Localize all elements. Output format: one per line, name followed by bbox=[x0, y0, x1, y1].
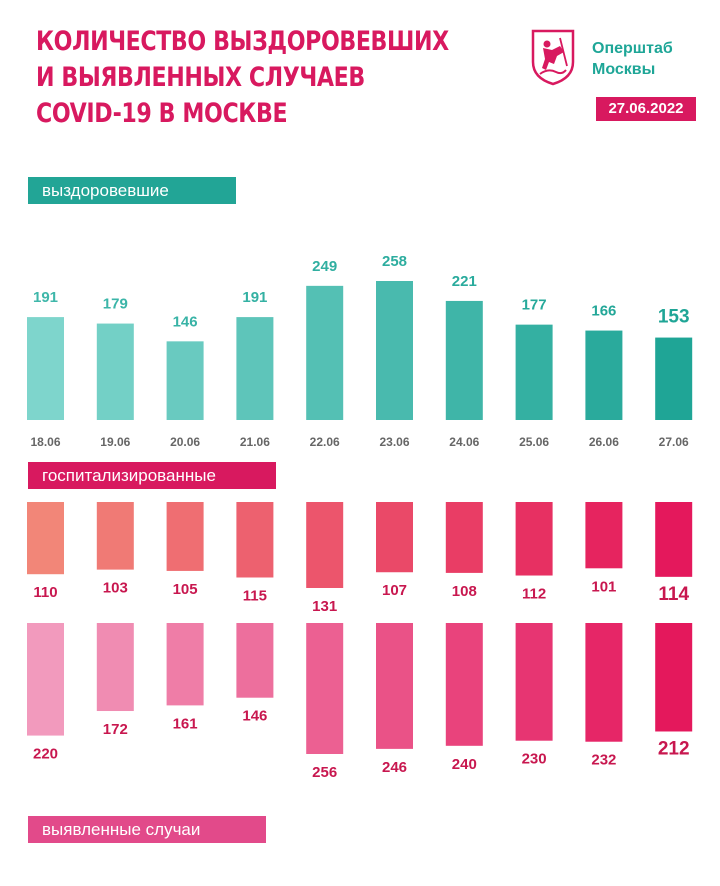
brand-line-1: Оперштаб bbox=[592, 40, 673, 57]
moscow-coat-of-arms-icon bbox=[531, 29, 575, 86]
recovered-bar-19.06 bbox=[96, 323, 134, 420]
hospitalized-bar-18.06 bbox=[27, 502, 64, 575]
date-tick-label: 20.06 bbox=[170, 435, 200, 449]
hospitalized-value-label: 115 bbox=[243, 587, 267, 604]
recovered-bar-23.06 bbox=[376, 281, 413, 420]
recovered-value-label: 191 bbox=[33, 289, 58, 306]
hospitalized-value-label: 114 bbox=[658, 584, 689, 605]
cases-bar-21.06 bbox=[236, 623, 274, 698]
cases-value-label: 246 bbox=[382, 759, 407, 776]
hospitalized-bar-22.06 bbox=[306, 502, 344, 588]
hospitalized-value-label: 107 bbox=[382, 582, 407, 599]
cases-bar-27.06 bbox=[655, 623, 693, 732]
date-tick-label: 18.06 bbox=[30, 435, 60, 449]
hospitalized-value-label: 108 bbox=[452, 583, 477, 600]
recovered-bar-18.06 bbox=[27, 317, 64, 420]
date-badge: 27.06.2022 bbox=[596, 97, 696, 121]
recovered-value-label: 153 bbox=[658, 307, 690, 328]
cases-bar-23.06 bbox=[376, 623, 413, 749]
date-tick-label: 23.06 bbox=[379, 435, 409, 449]
hospitalized-bar-24.06 bbox=[445, 502, 483, 573]
hospitalized-bar-20.06 bbox=[166, 502, 204, 571]
date-tick-label: 25.06 bbox=[519, 435, 549, 449]
cases-value-label: 212 bbox=[658, 738, 690, 759]
recovered-bar-26.06 bbox=[585, 330, 623, 420]
cases-value-label: 220 bbox=[33, 746, 58, 763]
recovered-bar-20.06 bbox=[166, 341, 204, 420]
recovered-bar-21.06 bbox=[236, 317, 274, 420]
cases-value-label: 256 bbox=[312, 764, 337, 781]
brand-name: Оперштаб Москвы bbox=[592, 38, 673, 80]
hospitalized-value-label: 112 bbox=[522, 586, 546, 603]
date-tick-label: 27.06 bbox=[659, 435, 689, 449]
title-line-3: COVID-19 В МОСКВЕ bbox=[36, 98, 288, 129]
title-line-1: КОЛИЧЕСТВО ВЫЗДОРОВЕВШИХ bbox=[36, 26, 449, 57]
cases-value-label: 172 bbox=[103, 721, 128, 738]
recovered-bar-24.06 bbox=[445, 300, 483, 420]
cases-bar-24.06 bbox=[445, 623, 483, 746]
hospitalized-bar-19.06 bbox=[96, 502, 134, 570]
hospitalized-value-label: 101 bbox=[591, 578, 616, 595]
cases-bar-26.06 bbox=[585, 623, 623, 742]
date-tick-label: 21.06 bbox=[240, 435, 270, 449]
cases-value-label: 161 bbox=[173, 715, 198, 732]
brand-line-2: Москвы bbox=[592, 61, 656, 78]
date-tick-label: 19.06 bbox=[100, 435, 130, 449]
date-tick-label: 22.06 bbox=[310, 435, 340, 449]
recovered-value-label: 177 bbox=[522, 297, 547, 314]
recovered-value-label: 249 bbox=[312, 258, 337, 275]
cases-value-label: 146 bbox=[242, 708, 267, 725]
cases-bar-20.06 bbox=[166, 623, 204, 706]
hospitalized-bar-27.06 bbox=[655, 502, 693, 577]
cases-bar-18.06 bbox=[27, 623, 64, 736]
recovered-bar-27.06 bbox=[655, 337, 693, 420]
hospitalized-value-label: 131 bbox=[312, 598, 337, 615]
hospitalized-value-label: 105 bbox=[173, 581, 198, 598]
date-tick-label: 26.06 bbox=[589, 435, 619, 449]
hospitalized-bar-25.06 bbox=[515, 502, 553, 576]
recovered-value-label: 179 bbox=[103, 296, 128, 313]
hospitalized-bar-21.06 bbox=[236, 502, 274, 578]
hospitalized-bar-23.06 bbox=[376, 502, 413, 573]
recovered-bar-22.06 bbox=[306, 285, 344, 420]
cases-value-label: 240 bbox=[452, 756, 477, 773]
recovered-bar-25.06 bbox=[515, 324, 553, 420]
cases-bar-25.06 bbox=[515, 623, 553, 741]
cases-label: выявленные случаи bbox=[28, 816, 266, 843]
cases-bar-22.06 bbox=[306, 623, 344, 754]
recovered-label: выздоровевшие bbox=[28, 177, 236, 204]
recovered-value-label: 221 bbox=[452, 273, 477, 290]
hospitalized-label: госпитализированные bbox=[28, 462, 276, 489]
cases-value-label: 230 bbox=[522, 751, 547, 768]
page-title: КОЛИЧЕСТВО ВЫЗДОРОВЕВШИХ И ВЫЯВЛЕННЫХ СЛ… bbox=[36, 24, 449, 132]
hospitalized-bar-26.06 bbox=[585, 502, 623, 569]
hospitalized-value-label: 103 bbox=[103, 580, 128, 597]
recovered-value-label: 191 bbox=[242, 289, 267, 306]
cases-bar-19.06 bbox=[96, 623, 134, 712]
hospitalized-value-label: 110 bbox=[33, 584, 57, 601]
recovered-value-label: 166 bbox=[591, 303, 616, 320]
title-line-2: И ВЫЯВЛЕННЫХ СЛУЧАЕВ bbox=[36, 62, 365, 93]
recovered-value-label: 146 bbox=[173, 313, 198, 330]
date-tick-label: 24.06 bbox=[449, 435, 479, 449]
cases-value-label: 232 bbox=[591, 752, 616, 769]
recovered-value-label: 258 bbox=[382, 253, 407, 270]
